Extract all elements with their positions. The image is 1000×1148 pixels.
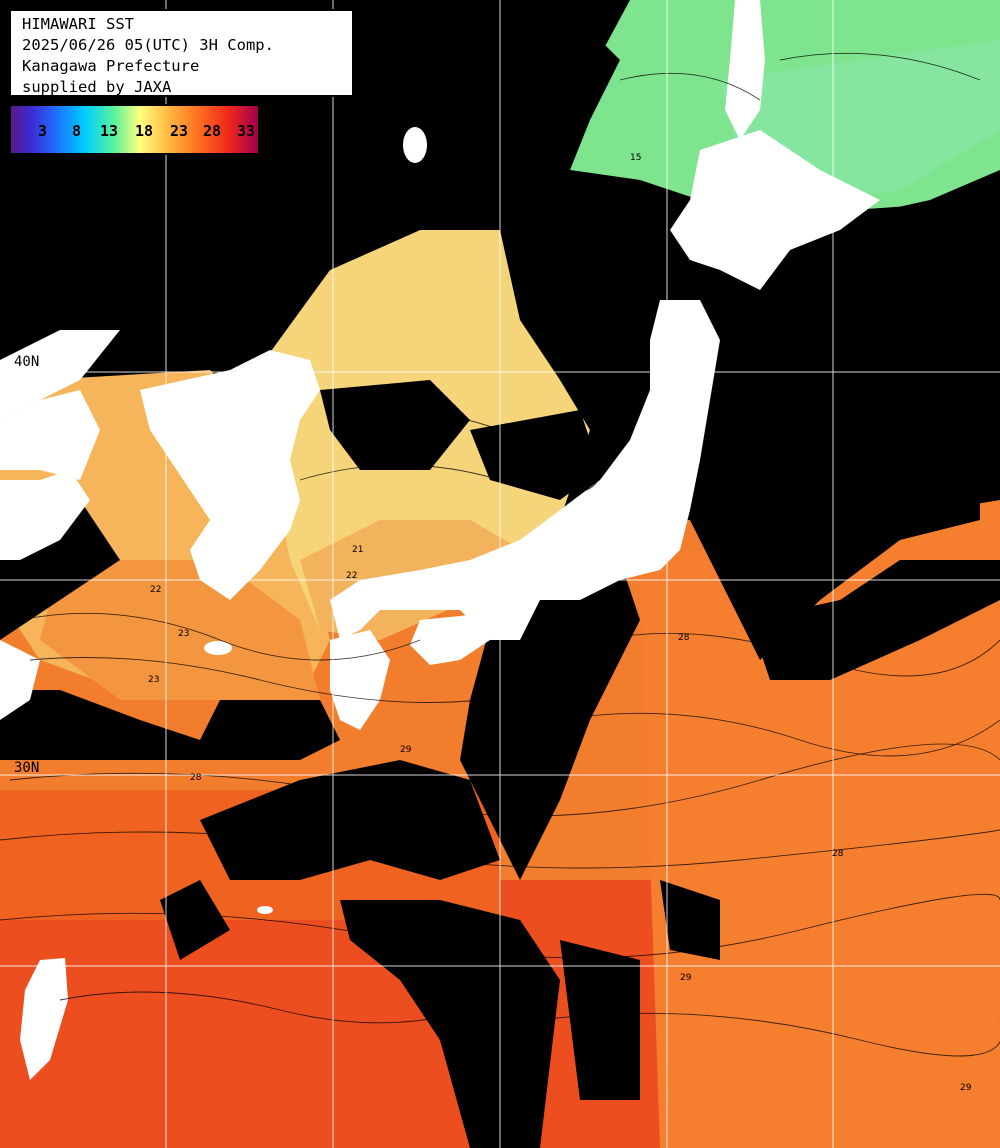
product-title: HIMAWARI SST (22, 15, 134, 33)
taiwan (20, 958, 68, 1080)
kyushu (330, 630, 390, 730)
credit: supplied by JAXA (22, 78, 172, 96)
contour-label: 28 (678, 633, 690, 643)
hokkaido (670, 130, 880, 290)
scale-tick: 18 (135, 122, 154, 140)
contour-label: 23 (148, 675, 159, 685)
contour-label: 23 (178, 629, 189, 639)
scale-tick: 28 (203, 122, 222, 140)
contour-label: 29 (680, 973, 692, 983)
honshu (330, 300, 720, 640)
contour-label: 22 (346, 571, 357, 581)
info-panel: HIMAWARI SST 2025/06/26 05(UTC) 3H Comp.… (9, 9, 354, 97)
color-scale-bar (11, 106, 258, 153)
sakhalin (725, 0, 765, 140)
contour-label: 29 (400, 745, 412, 755)
contour-label: 28 (190, 773, 202, 783)
contour-label: 21 (352, 545, 363, 555)
shikoku (410, 615, 490, 665)
latitude-30n-label: 30N (14, 760, 40, 776)
scale-tick: 13 (100, 122, 119, 140)
korean-peninsula (140, 350, 320, 600)
latitude-40n-label: 40N (14, 354, 40, 370)
scale-tick: 3 (38, 122, 48, 140)
organization: Kanagawa Prefecture (22, 57, 200, 75)
scale-tick: 23 (170, 122, 189, 140)
contour-label: 28 (832, 849, 844, 859)
contour-label: 22 (150, 585, 161, 595)
contour-label: 15 (630, 153, 641, 163)
land (0, 0, 880, 1080)
color-scale-legend: 3 8 13 18 23 28 33 (9, 104, 260, 155)
pacific-east-sea (640, 500, 1000, 1148)
contour-label: 29 (960, 1083, 972, 1093)
scale-tick: 8 (72, 122, 82, 140)
scale-tick: 33 (237, 122, 256, 140)
timestamp: 2025/06/26 05(UTC) 3H Comp. (22, 36, 274, 54)
